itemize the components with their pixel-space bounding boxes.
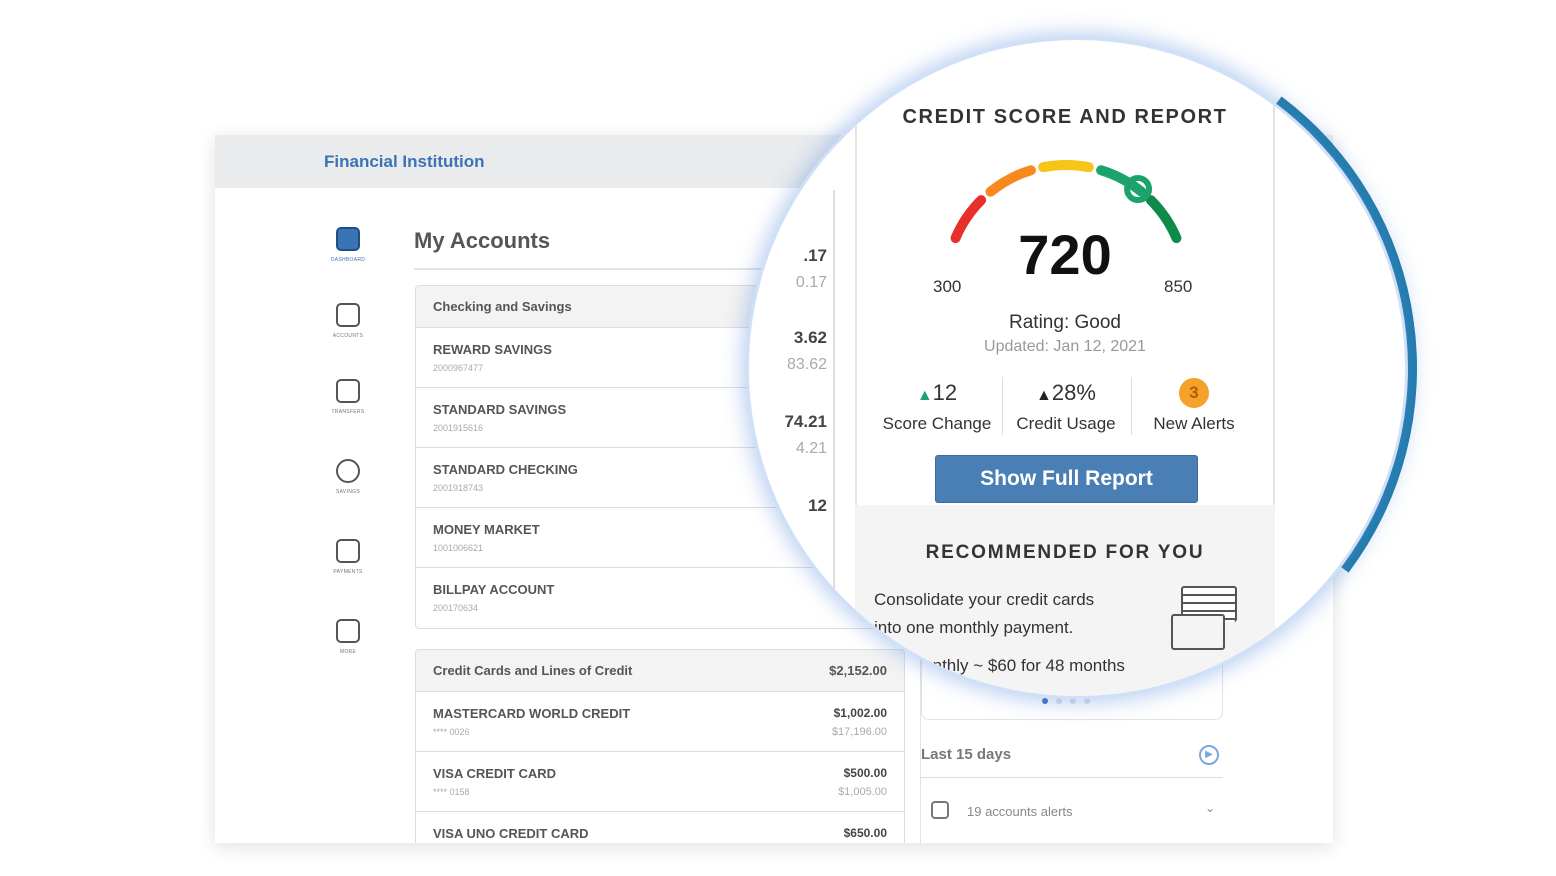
account-row[interactable]: MONEY MARKET 1001006621 [416,508,904,568]
magnifier-lens: .17 0.17 3.62 83.62 74.21 4.21 12 CREDIT… [749,40,1405,696]
brand-name: Financial Institution [324,152,485,171]
sidebar-item-savings[interactable]: Savings [315,459,381,495]
dashboard-icon [336,227,360,251]
stat-new-alerts[interactable]: 3 New Alerts [1129,378,1259,434]
recommendation-text: Consolidate your credit cards [874,590,1095,609]
divider [414,268,844,270]
sidebar-item-accounts[interactable]: Accounts [315,303,381,339]
gauge-segment [985,165,1036,197]
account-row[interactable]: VISA CREDIT CARD **** 0158 $500.00 $1,005.0… [416,752,904,812]
account-row[interactable]: MASTERCARD WORLD CREDIT **** 0026 $1,002.0… [416,692,904,752]
updated-date: Updated: Jan 12, 2021 [984,338,1146,355]
credit-score-value: 720 [1018,223,1112,286]
alert-icon [931,801,949,819]
stat-score-change: ▲12 Score Change [882,380,992,433]
up-arrow-icon: ▲ [1036,387,1052,404]
transfer-icon [336,379,360,403]
gauge-segment [1145,195,1182,244]
divider [921,777,1223,778]
recommendation-text: into one monthly payment. [874,618,1074,637]
activity-period: Last 15 days [921,746,1012,763]
chat-icon [336,619,360,643]
gauge-max: 850 [1164,277,1193,296]
credit-card-icon [1171,614,1225,650]
show-full-report-button[interactable]: Show Full Report [935,455,1198,503]
gauge-min: 300 [933,277,962,296]
divider [1131,377,1132,435]
carousel-dot[interactable] [1056,698,1062,704]
account-row[interactable]: REWARD SAVINGS 2000967477 [416,328,904,388]
group-header[interactable]: Credit Cards and Lines of Credit$2,152.0… [416,650,904,692]
payment-icon [336,539,360,563]
account-row[interactable]: STANDARD CHECKING 2001918743 [416,448,904,508]
carousel-dot[interactable] [1070,698,1076,704]
credit-rating: Rating: Good [1009,312,1121,333]
piggy-bank-icon [336,459,360,483]
page-title: My Accounts [414,228,551,253]
account-row[interactable]: BILLPAY ACCOUNT 200170634 [433,582,555,613]
magnified-amounts: .17 0.17 3.62 83.62 74.21 4.21 12 [749,190,835,650]
alert-count-badge: 3 [1179,378,1209,408]
credit-cards-list: Credit Cards and Lines of Credit$2,152.0… [415,649,905,843]
sidebar-item-transfers[interactable]: Transfers [315,379,381,415]
carousel-dot[interactable] [1084,698,1090,704]
gauge-segment [950,195,987,244]
credit-title: CREDIT SCORE AND REPORT [902,106,1228,128]
wallet-icon [336,303,360,327]
alerts-label: 19 accounts alerts [967,804,1073,819]
sidebar-item-more[interactable]: More [315,619,381,655]
recommendation-terms: Monthly ~ $60 for 48 months [909,656,1125,675]
carousel-dot[interactable] [1042,698,1048,704]
sidebar-item-payments[interactable]: Payments [315,539,381,575]
play-icon[interactable]: ▶ [1199,745,1219,765]
gauge-indicator [1124,175,1153,204]
stat-credit-usage: ▲28% Credit Usage [1016,380,1116,433]
carousel-dots[interactable] [1042,698,1090,704]
chevron-down-icon[interactable]: ⌄ [1205,801,1216,815]
up-arrow-icon: ▲ [916,387,933,404]
credit-gauge [950,160,1182,244]
sidebar-item-dashboard[interactable]: Dashboard [315,227,381,263]
gauge-segment [1096,165,1147,197]
recommended-title: RECOMMENDED FOR YOU [925,542,1205,563]
account-row[interactable]: STANDARD SAVINGS 2001915616 [416,388,904,448]
divider [1002,377,1003,435]
gauge-segment [1038,160,1094,173]
account-row[interactable]: VISA UNO CREDIT CARD $650.00 [433,826,887,841]
